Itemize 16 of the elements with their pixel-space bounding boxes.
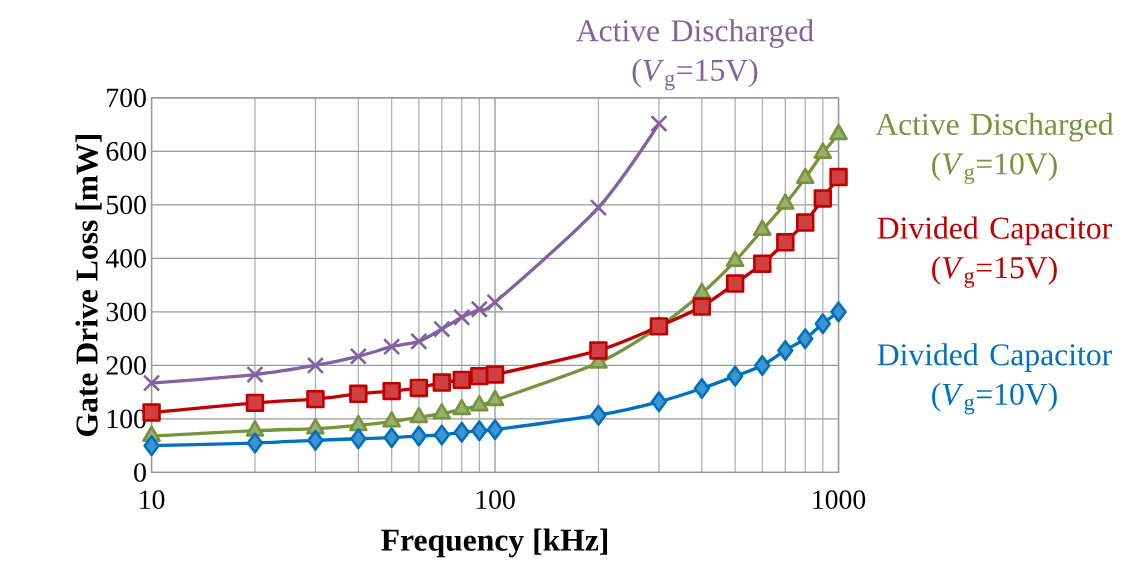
series-label: Active Discharged (V$_{g}$=10V) xyxy=(875,112,1114,184)
x-tick-label: 100 xyxy=(476,490,515,509)
x-tick-label: 1000 xyxy=(813,490,866,509)
y-axis-title: Gate Drive Loss [mW] xyxy=(75,135,102,436)
text: Active Discharged (V$_{g}$=15V) xyxy=(576,19,814,91)
y-tick-label: 300 xyxy=(106,302,146,322)
y-tick-label: 400 xyxy=(105,249,146,268)
y-tick-label: 700 xyxy=(107,88,146,108)
y-tick-label: 500 xyxy=(107,195,146,215)
series-label: Divided Capacitor (V$_{g}$=10V) xyxy=(877,343,1112,415)
x-axis-title: Frequency [kHz] xyxy=(381,528,608,558)
series-label: Divided Capacitor (V$_{g}$=15V) xyxy=(877,216,1112,288)
y-tick-label: 200 xyxy=(106,356,146,375)
y-tick-label: 0 xyxy=(134,463,146,482)
x-tick-label: 10 xyxy=(140,490,165,509)
y-tick-label: 600 xyxy=(106,141,146,161)
